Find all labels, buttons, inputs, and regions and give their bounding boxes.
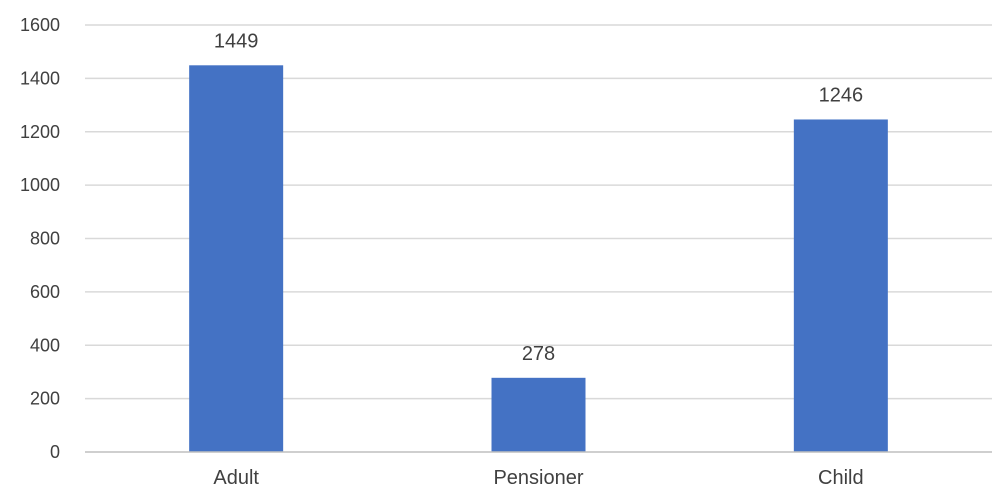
y-tick-label: 1600	[20, 15, 60, 35]
y-tick-label: 1000	[20, 175, 60, 195]
y-tick-label: 600	[30, 282, 60, 302]
bar-child	[793, 119, 888, 452]
data-labels: 1449 278 1246	[214, 30, 863, 365]
bars	[189, 65, 888, 452]
x-axis-ticks: Adult Pensioner Child	[213, 467, 863, 489]
x-tick-label-pensioner: Pensioner	[493, 467, 583, 489]
data-label-child: 1246	[819, 84, 864, 106]
y-tick-label: 800	[30, 229, 60, 249]
y-axis-ticks: 0 200 400 600 800 1000 1200 1400 1600	[20, 15, 60, 462]
x-tick-label-child: Child	[818, 467, 864, 489]
data-label-adult: 1449	[214, 30, 259, 52]
data-label-pensioner: 278	[522, 343, 555, 365]
bar-adult	[189, 65, 284, 452]
y-tick-label: 1200	[20, 122, 60, 142]
y-tick-label: 200	[30, 389, 60, 409]
x-tick-label-adult: Adult	[213, 467, 259, 489]
y-tick-label: 1400	[20, 68, 60, 88]
bar-pensioner	[491, 377, 586, 452]
y-tick-label: 0	[50, 442, 60, 462]
y-tick-label: 400	[30, 335, 60, 355]
